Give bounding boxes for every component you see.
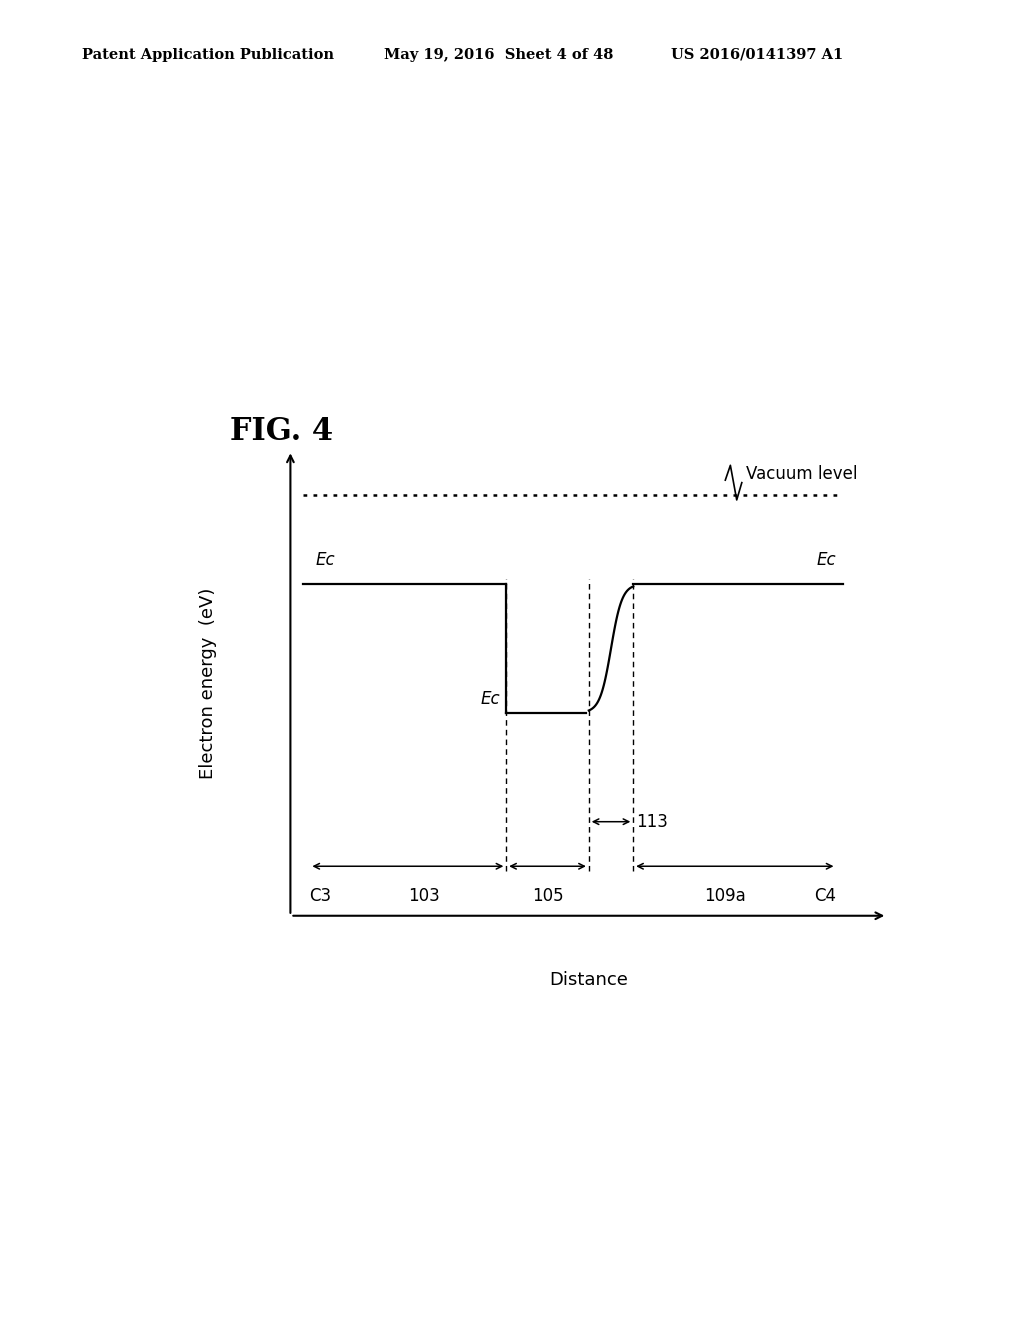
Text: US 2016/0141397 A1: US 2016/0141397 A1 — [671, 48, 843, 62]
Text: Ec: Ec — [480, 690, 500, 708]
Text: Distance: Distance — [549, 972, 629, 989]
Text: 113: 113 — [636, 813, 669, 830]
Text: Patent Application Publication: Patent Application Publication — [82, 48, 334, 62]
Text: Vacuum level: Vacuum level — [745, 466, 857, 483]
Text: May 19, 2016  Sheet 4 of 48: May 19, 2016 Sheet 4 of 48 — [384, 48, 613, 62]
Text: FIG. 4: FIG. 4 — [230, 416, 334, 446]
Text: Electron energy  (eV): Electron energy (eV) — [199, 587, 217, 779]
Text: C4: C4 — [814, 887, 837, 906]
Text: 103: 103 — [408, 887, 439, 906]
Text: C3: C3 — [309, 887, 332, 906]
Text: Ec: Ec — [315, 552, 336, 569]
Text: 105: 105 — [531, 887, 563, 906]
Text: 109a: 109a — [705, 887, 746, 906]
Text: Ec: Ec — [817, 552, 837, 569]
